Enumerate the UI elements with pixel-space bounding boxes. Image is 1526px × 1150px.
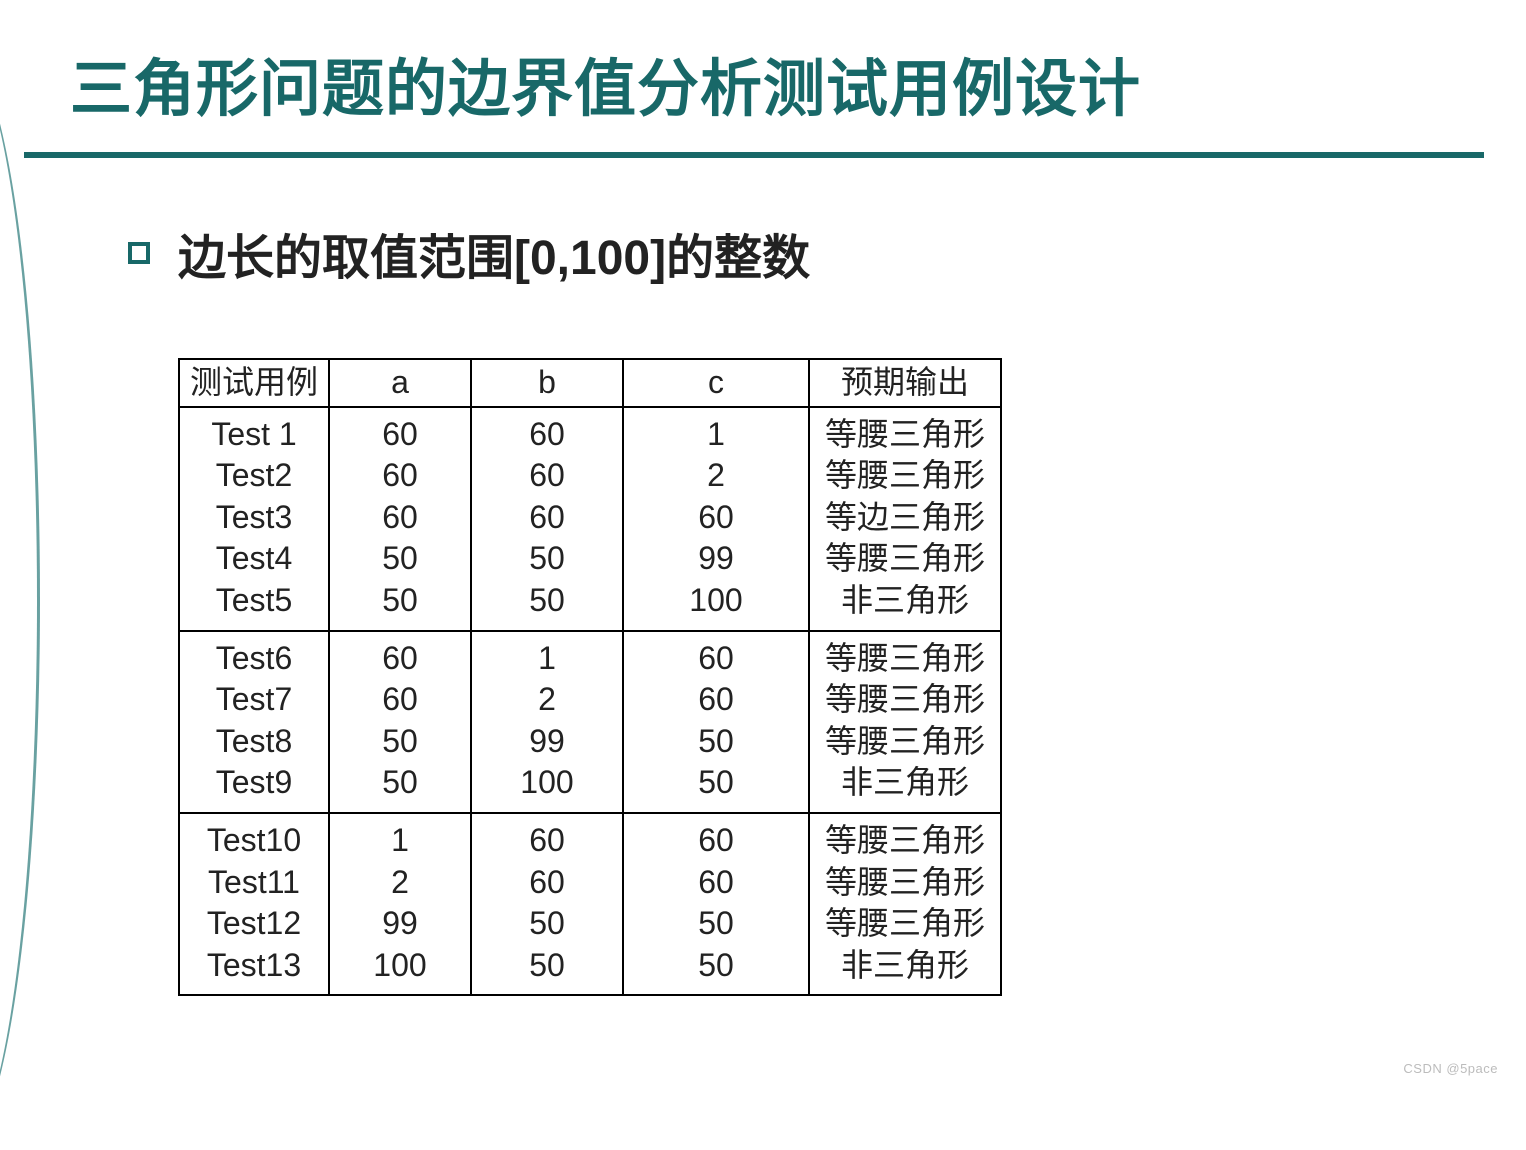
subtitle-text: 边长的取值范围[0,100]的整数 [178, 218, 810, 288]
cell-c: 60605050 [623, 813, 809, 995]
cell-a: 6060605050 [329, 407, 471, 631]
col-header-a: a [329, 359, 471, 407]
col-header-c: c [623, 359, 809, 407]
cell-a: 1299100 [329, 813, 471, 995]
cell-out: 等腰三角形等腰三角形等边三角形等腰三角形非三角形 [809, 407, 1001, 631]
cell-case: Test6Test7Test8Test9 [179, 631, 329, 813]
col-header-b: b [471, 359, 623, 407]
cell-b: 1299100 [471, 631, 623, 813]
cell-a: 60605050 [329, 631, 471, 813]
watermark-text: CSDN @5pace [1403, 1061, 1498, 1076]
subtitle-row: 边长的取值范围[0,100]的整数 [0, 158, 1526, 288]
cell-out: 等腰三角形等腰三角形等腰三角形非三角形 [809, 813, 1001, 995]
cell-c: 60605050 [623, 631, 809, 813]
table-row: Test10Test11Test12Test131299100606050506… [179, 813, 1001, 995]
table-row: Test 1Test2Test3Test4Test560606050506060… [179, 407, 1001, 631]
cell-case: Test 1Test2Test3Test4Test5 [179, 407, 329, 631]
cell-c: 126099100 [623, 407, 809, 631]
col-header-out: 预期输出 [809, 359, 1001, 407]
table-row: Test6Test7Test8Test960605050129910060605… [179, 631, 1001, 813]
table-header-row: 测试用例 a b c 预期输出 [179, 359, 1001, 407]
page-title: 三角形问题的边界值分析测试用例设计 [0, 0, 1526, 128]
cell-b: 60605050 [471, 813, 623, 995]
test-case-table: 测试用例 a b c 预期输出 Test 1Test2Test3Test4Tes… [178, 358, 1002, 996]
square-bullet-icon [128, 242, 150, 264]
col-header-case: 测试用例 [179, 359, 329, 407]
cell-b: 6060605050 [471, 407, 623, 631]
cell-out: 等腰三角形等腰三角形等腰三角形非三角形 [809, 631, 1001, 813]
cell-case: Test10Test11Test12Test13 [179, 813, 329, 995]
